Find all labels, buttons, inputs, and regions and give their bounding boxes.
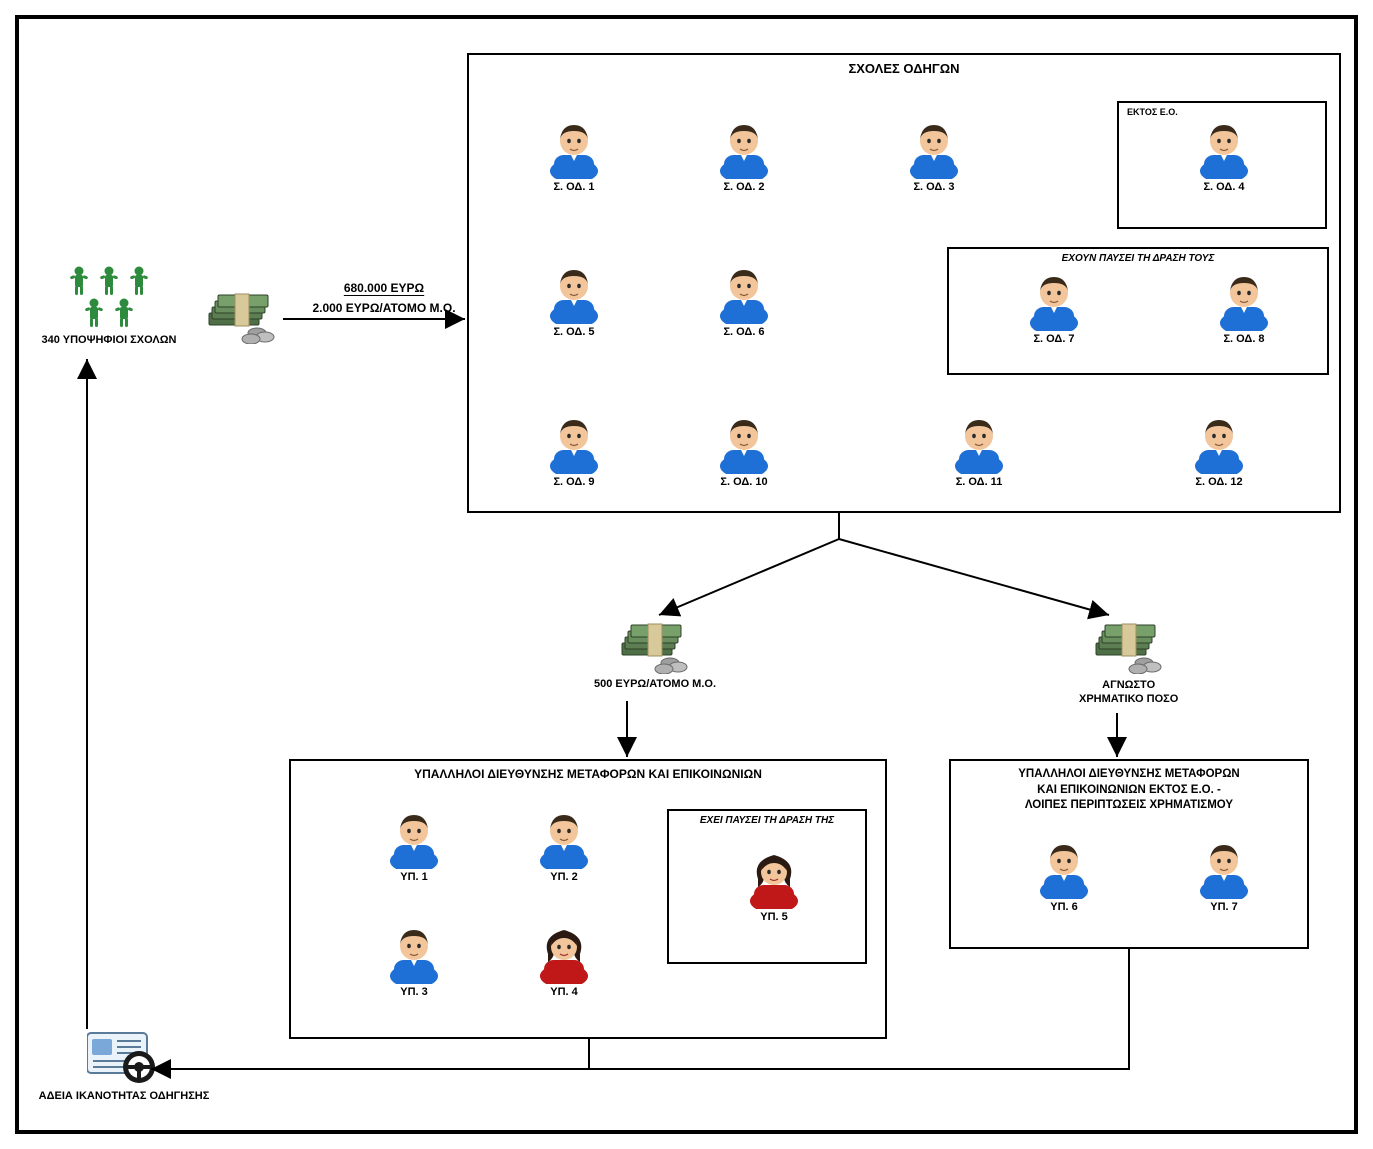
person-icon (534, 809, 594, 869)
person-label: Σ. ΟΔ. 5 (553, 326, 594, 338)
person-label: Σ. ΟΔ. 11 (956, 476, 1003, 488)
employee-person: ΥΠ. 5 (729, 849, 819, 923)
person-label: Σ. ΟΔ. 3 (913, 181, 954, 193)
employee-person: ΥΠ. 4 (519, 924, 609, 998)
school-person: Σ. ΟΔ. 10 (699, 414, 789, 488)
schools-sub-paused-title: ΕΧΟΥΝ ΠΑΥΣΕΙ ΤΗ ΔΡΑΣΗ ΤΟΥΣ (949, 249, 1327, 268)
person-label: Σ. ΟΔ. 1 (553, 181, 594, 193)
school-person: Σ. ΟΔ. 8 (1199, 271, 1289, 345)
flow-employees-other-label: ΑΓΝΩΣΤΟ ΧΡΗΜΑΤΙΚΟ ΠΟΣΟ (1079, 678, 1178, 707)
person-icon (384, 809, 444, 869)
person-label: Σ. ΟΔ. 4 (1203, 181, 1244, 193)
person-label: ΥΠ. 3 (400, 986, 428, 998)
person-label: Σ. ΟΔ. 9 (553, 476, 594, 488)
flow-label-schools: 680.000 ΕΥΡΩ 2.000 ΕΥΡΩ/ΑΤΟΜΟ Μ.Ο. (309, 281, 459, 315)
person-icon (544, 119, 604, 179)
person-icon (1034, 839, 1094, 899)
candidates-icon (59, 264, 159, 334)
candidates-group: 340 ΥΠΟΨΗΦΙΟΙ ΣΧΟΛΩΝ (49, 264, 169, 346)
person-label: Σ. ΟΔ. 10 (720, 476, 767, 488)
school-person: Σ. ΟΔ. 2 (699, 119, 789, 193)
person-icon (1024, 271, 1084, 331)
flow-employees-label: 500 ΕΥΡΩ/ΑΤΟΜΟ Μ.Ο. (594, 678, 716, 690)
flow-schools-line2: 2.000 ΕΥΡΩ/ΑΤΟΜΟ Μ.Ο. (309, 301, 459, 315)
employees-other-title: ΥΠΑΛΛΗΛΟΙ ΔΙΕΥΘΥΝΣΗΣ ΜΕΤΑΦΟΡΩΝ ΚΑΙ ΕΠΙΚΟ… (951, 761, 1307, 816)
money-icon-2: 500 ΕΥΡΩ/ΑΤΟΜΟ Μ.Ο. (594, 619, 716, 690)
person-icon (744, 849, 804, 909)
employee-other-person: ΥΠ. 6 (1019, 839, 1109, 913)
flow-schools-line1: 680.000 ΕΥΡΩ (309, 281, 459, 295)
person-label: ΥΠ. 7 (1210, 901, 1238, 913)
license-icon (87, 1031, 162, 1086)
school-person: Σ. ΟΔ. 9 (529, 414, 619, 488)
person-label: Σ. ΟΔ. 2 (723, 181, 764, 193)
person-icon (949, 414, 1009, 474)
person-icon (1194, 839, 1254, 899)
person-icon (1194, 119, 1254, 179)
employee-person: ΥΠ. 2 (519, 809, 609, 883)
school-person: Σ. ΟΔ. 12 (1174, 414, 1264, 488)
school-person: Σ. ΟΔ. 5 (529, 264, 619, 338)
candidates-label: 340 ΥΠΟΨΗΦΙΟΙ ΣΧΟΛΩΝ (42, 334, 177, 346)
employee-person: ΥΠ. 1 (369, 809, 459, 883)
school-person: Σ. ΟΔ. 3 (889, 119, 979, 193)
school-person: Σ. ΟΔ. 4 (1179, 119, 1269, 193)
person-label: ΥΠ. 1 (400, 871, 428, 883)
employee-other-person: ΥΠ. 7 (1179, 839, 1269, 913)
person-label: Σ. ΟΔ. 6 (723, 326, 764, 338)
person-icon (1214, 271, 1274, 331)
person-icon (714, 414, 774, 474)
money-icon-3: ΑΓΝΩΣΤΟ ΧΡΗΜΑΤΙΚΟ ΠΟΣΟ (1079, 619, 1178, 707)
person-label: Σ. ΟΔ. 8 (1223, 333, 1264, 345)
diagram-canvas: 340 ΥΠΟΨΗΦΙΟΙ ΣΧΟΛΩΝ 680.000 ΕΥΡΩ 2.000 … (15, 15, 1358, 1134)
license-icon-group: ΑΔΕΙΑ ΙΚΑΝΟΤΗΤΑΣ ΟΔΗΓΗΣΗΣ (49, 1031, 199, 1102)
person-icon (714, 264, 774, 324)
person-icon (714, 119, 774, 179)
money-icon-1 (207, 289, 277, 344)
school-person: Σ. ΟΔ. 1 (529, 119, 619, 193)
schools-title: ΣΧΟΛΕΣ ΟΔΗΓΩΝ (469, 55, 1339, 78)
person-label: Σ. ΟΔ. 12 (1195, 476, 1242, 488)
person-label: ΥΠ. 5 (760, 911, 788, 923)
school-person: Σ. ΟΔ. 7 (1009, 271, 1099, 345)
school-person: Σ. ΟΔ. 6 (699, 264, 789, 338)
person-label: ΥΠ. 6 (1050, 901, 1078, 913)
person-icon (544, 264, 604, 324)
person-label: ΥΠ. 2 (550, 871, 578, 883)
person-icon (384, 924, 444, 984)
person-icon (1189, 414, 1249, 474)
person-icon (534, 924, 594, 984)
employee-person: ΥΠ. 3 (369, 924, 459, 998)
person-label: Σ. ΟΔ. 7 (1033, 333, 1074, 345)
person-label: ΥΠ. 4 (550, 986, 578, 998)
employees-title: ΥΠΑΛΛΗΛΟΙ ΔΙΕΥΘΥΝΣΗΣ ΜΕΤΑΦΟΡΩΝ ΚΑΙ ΕΠΙΚΟ… (291, 761, 885, 783)
school-person: Σ. ΟΔ. 11 (934, 414, 1024, 488)
license-label: ΑΔΕΙΑ ΙΚΑΝΟΤΗΤΑΣ ΟΔΗΓΗΣΗΣ (39, 1090, 210, 1102)
employees-sub-paused-title: ΕΧΕΙ ΠΑΥΣΕΙ ΤΗ ΔΡΑΣΗ ΤΗΣ (669, 811, 865, 830)
person-icon (544, 414, 604, 474)
person-icon (904, 119, 964, 179)
